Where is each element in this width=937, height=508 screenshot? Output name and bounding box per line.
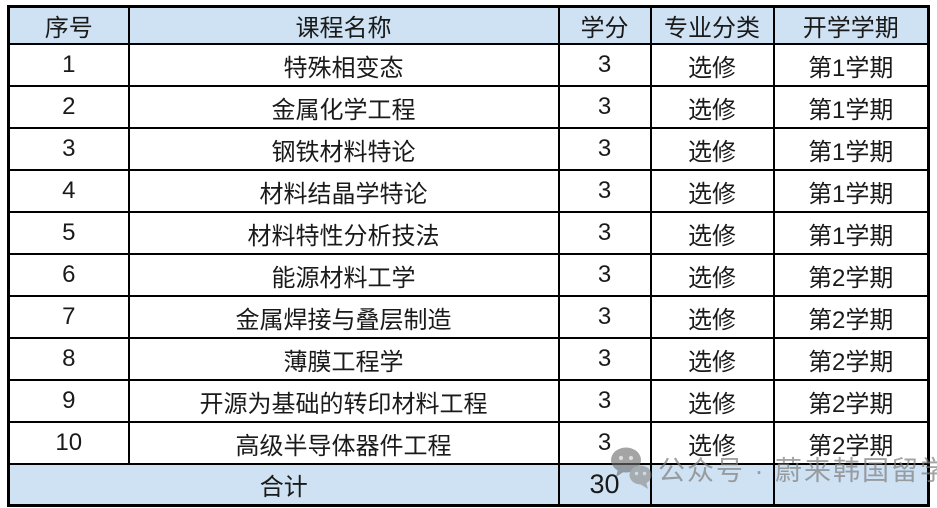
course-table: 序号 课程名称 学分 专业分类 开学学期 1 特殊相变态 3 选修 第1学期 2… <box>7 5 930 507</box>
header-cell-number: 序号 <box>7 5 130 45</box>
row-number-cell: 6 <box>7 253 130 297</box>
course-name-cell: 能源材料工学 <box>127 253 560 297</box>
table-row: 3 钢铁材料特论 3 选修 第1学期 <box>7 127 930 171</box>
credits-cell: 3 <box>557 211 652 255</box>
category-cell: 选修 <box>649 85 775 129</box>
header-cell-category: 专业分类 <box>649 5 775 45</box>
row-number-cell: 1 <box>7 43 130 87</box>
row-number-cell: 7 <box>7 295 130 339</box>
category-cell: 选修 <box>649 43 775 87</box>
table-row: 1 特殊相变态 3 选修 第1学期 <box>7 43 930 87</box>
category-cell: 选修 <box>649 379 775 423</box>
credits-cell: 3 <box>557 337 652 381</box>
table-row: 10 高级半导体器件工程 3 选修 第2学期 <box>7 421 930 465</box>
category-cell: 选修 <box>649 337 775 381</box>
semester-cell: 第1学期 <box>772 169 930 213</box>
header-cell-semester: 开学学期 <box>772 5 930 45</box>
row-number-cell: 5 <box>7 211 130 255</box>
semester-cell: 第1学期 <box>772 43 930 87</box>
credits-cell: 3 <box>557 295 652 339</box>
row-number-cell: 3 <box>7 127 130 171</box>
row-number-cell: 4 <box>7 169 130 213</box>
row-number-cell: 2 <box>7 85 130 129</box>
table-row: 6 能源材料工学 3 选修 第2学期 <box>7 253 930 297</box>
course-name-cell: 金属焊接与叠层制造 <box>127 295 560 339</box>
credits-cell: 3 <box>557 43 652 87</box>
row-number-cell: 10 <box>7 421 130 465</box>
table-row: 7 金属焊接与叠层制造 3 选修 第2学期 <box>7 295 930 339</box>
header-cell-course: 课程名称 <box>127 5 560 45</box>
credits-cell: 3 <box>557 379 652 423</box>
semester-cell: 第1学期 <box>772 127 930 171</box>
credits-cell: 3 <box>557 253 652 297</box>
course-name-cell: 薄膜工程学 <box>127 337 560 381</box>
category-cell: 选修 <box>649 211 775 255</box>
row-number-cell: 8 <box>7 337 130 381</box>
course-name-cell: 开源为基础的转印材料工程 <box>127 379 560 423</box>
category-cell: 选修 <box>649 421 775 465</box>
header-row: 序号 课程名称 学分 专业分类 开学学期 <box>7 5 930 45</box>
table-row: 4 材料结晶学特论 3 选修 第1学期 <box>7 169 930 213</box>
total-label-cell: 合计 <box>7 463 560 506</box>
course-name-cell: 特殊相变态 <box>127 43 560 87</box>
semester-cell: 第1学期 <box>772 85 930 129</box>
course-name-cell: 材料结晶学特论 <box>127 169 560 213</box>
semester-cell: 第2学期 <box>772 295 930 339</box>
semester-cell: 第2学期 <box>772 421 930 465</box>
semester-cell: 第2学期 <box>772 337 930 381</box>
category-cell: 选修 <box>649 127 775 171</box>
course-name-cell: 材料特性分析技法 <box>127 211 560 255</box>
credits-cell: 3 <box>557 169 652 213</box>
semester-cell: 第2学期 <box>772 253 930 297</box>
header-cell-credits: 学分 <box>557 5 652 45</box>
table-row: 5 材料特性分析技法 3 选修 第1学期 <box>7 211 930 255</box>
credits-cell: 3 <box>557 85 652 129</box>
semester-cell: 第2学期 <box>772 379 930 423</box>
total-credits-cell: 30 <box>557 463 652 506</box>
table-row: 9 开源为基础的转印材料工程 3 选修 第2学期 <box>7 379 930 423</box>
course-name-cell: 钢铁材料特论 <box>127 127 560 171</box>
total-semester-cell <box>772 463 930 506</box>
table-row: 2 金属化学工程 3 选修 第1学期 <box>7 85 930 129</box>
category-cell: 选修 <box>649 169 775 213</box>
semester-cell: 第1学期 <box>772 211 930 255</box>
category-cell: 选修 <box>649 253 775 297</box>
total-category-cell <box>649 463 775 506</box>
credits-cell: 3 <box>557 127 652 171</box>
row-number-cell: 9 <box>7 379 130 423</box>
category-cell: 选修 <box>649 295 775 339</box>
credits-cell: 3 <box>557 421 652 465</box>
table-body: 1 特殊相变态 3 选修 第1学期 2 金属化学工程 3 选修 第1学期 3 钢… <box>7 43 930 465</box>
total-row: 合计 30 <box>7 463 930 506</box>
table-row: 8 薄膜工程学 3 选修 第2学期 <box>7 337 930 381</box>
course-name-cell: 金属化学工程 <box>127 85 560 129</box>
course-name-cell: 高级半导体器件工程 <box>127 421 560 465</box>
